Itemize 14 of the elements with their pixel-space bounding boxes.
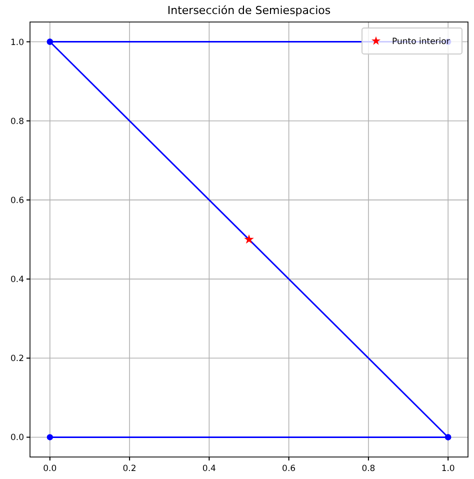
x-tick-label: 0.4 [202,464,216,474]
y-tick-label: 0.2 [10,354,24,364]
x-tick-label: 0.6 [282,464,296,474]
y-tick-label: 0.0 [10,433,24,444]
y-tick-label: 0.4 [10,275,24,286]
x-tick-label: 0.0 [43,464,57,474]
x-tick-label: 0.8 [362,464,376,474]
y-tick-label: 1.0 [10,38,24,48]
legend-label: Punto interior [392,37,450,47]
x-tick-label: 1.0 [441,464,455,474]
x-tick-label: 0.2 [122,464,136,474]
y-tick-label: 0.6 [10,196,24,206]
chart-title: Intersección de Semiespacios [167,4,331,17]
y-tick-label: 0.8 [10,116,24,127]
